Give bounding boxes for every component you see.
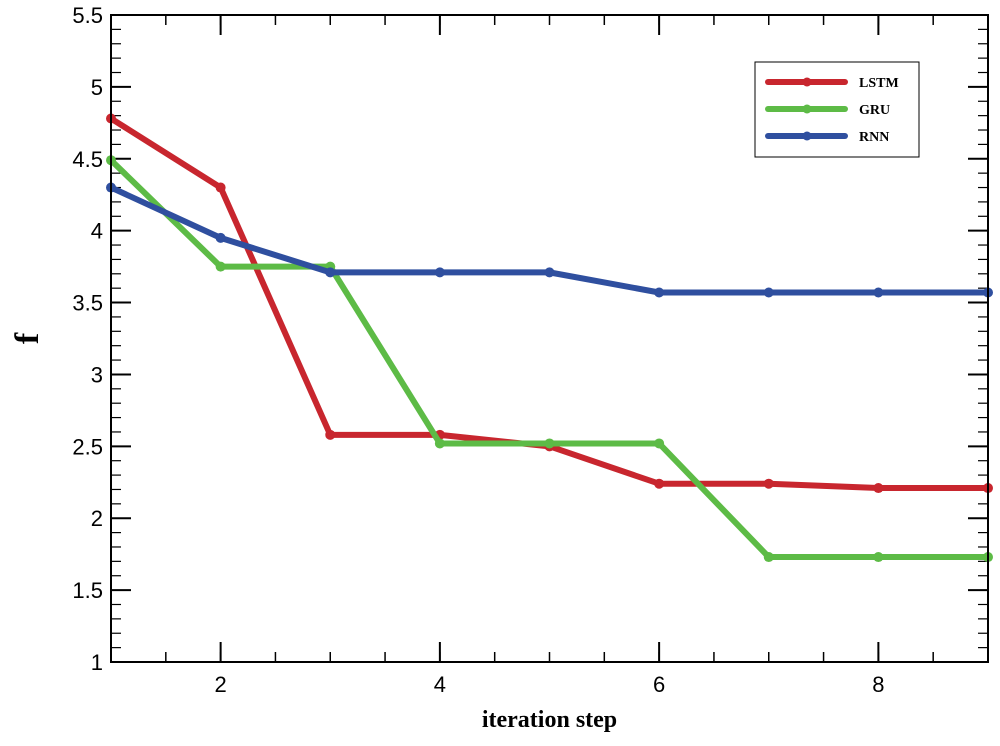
legend-marker (802, 77, 812, 87)
series-line-gru (108, 157, 991, 561)
y-tick-label: 3.5 (72, 291, 103, 316)
series-line-lstm (108, 115, 991, 492)
y-tick-label: 3 (91, 362, 103, 387)
data-point-rnn (654, 287, 665, 298)
x-tick-label: 4 (434, 672, 446, 697)
data-point-lstm (763, 478, 774, 489)
data-point-rnn (434, 267, 445, 278)
data-point-gru (763, 552, 774, 563)
data-point-rnn (544, 267, 555, 278)
legend: LSTM GRU RNN (754, 61, 920, 158)
series-rnn (106, 182, 993, 298)
x-tick-labels: 2 4 6 8 (215, 672, 885, 697)
data-point-rnn (325, 267, 336, 278)
y-tick-label: 4.5 (72, 147, 103, 172)
y-tick-label: 2 (91, 506, 103, 531)
x-tick-label: 8 (872, 672, 884, 697)
data-point-rnn (215, 232, 226, 243)
series-gru (106, 155, 993, 563)
major-ticks (111, 14, 988, 663)
data-point-gru (654, 438, 665, 449)
data-point-lstm (325, 429, 336, 440)
plot-frame (110, 14, 989, 663)
legend-label: GRU (859, 103, 890, 118)
x-tick-label: 2 (215, 672, 227, 697)
data-point-lstm (215, 182, 226, 193)
legend-item-rnn: RNN (765, 130, 889, 145)
x-axis-title: iteration step (482, 707, 617, 733)
x-tick-label: 6 (653, 672, 665, 697)
legend-label: RNN (859, 130, 889, 145)
y-tick-label: 4 (91, 219, 103, 244)
data-point-gru (215, 261, 226, 272)
y-tick-label: 2.5 (72, 434, 103, 459)
data-point-gru (873, 552, 884, 563)
y-axis-title: f (9, 332, 46, 344)
data-point-lstm (873, 483, 884, 494)
y-tick-label: 1 (91, 650, 103, 675)
data-point-rnn (763, 287, 774, 298)
data-point-gru (544, 438, 555, 449)
legend-item-gru: GRU (765, 103, 890, 118)
y-tick-label: 1.5 (72, 578, 103, 603)
data-point-rnn (873, 287, 884, 298)
legend-label: LSTM (859, 76, 899, 91)
series-layer (106, 113, 993, 563)
data-point-lstm (654, 478, 665, 489)
legend-item-lstm: LSTM (765, 76, 899, 91)
y-tick-label: 5 (91, 75, 103, 100)
y-tick-labels: 1 1.5 2 2.5 3 3.5 4 4.5 5 5.5 (72, 3, 103, 675)
series-lstm (106, 113, 993, 494)
legend-marker (802, 104, 812, 114)
legend-marker (802, 131, 812, 141)
data-point-gru (434, 438, 445, 449)
y-tick-label: 5.5 (72, 3, 103, 28)
